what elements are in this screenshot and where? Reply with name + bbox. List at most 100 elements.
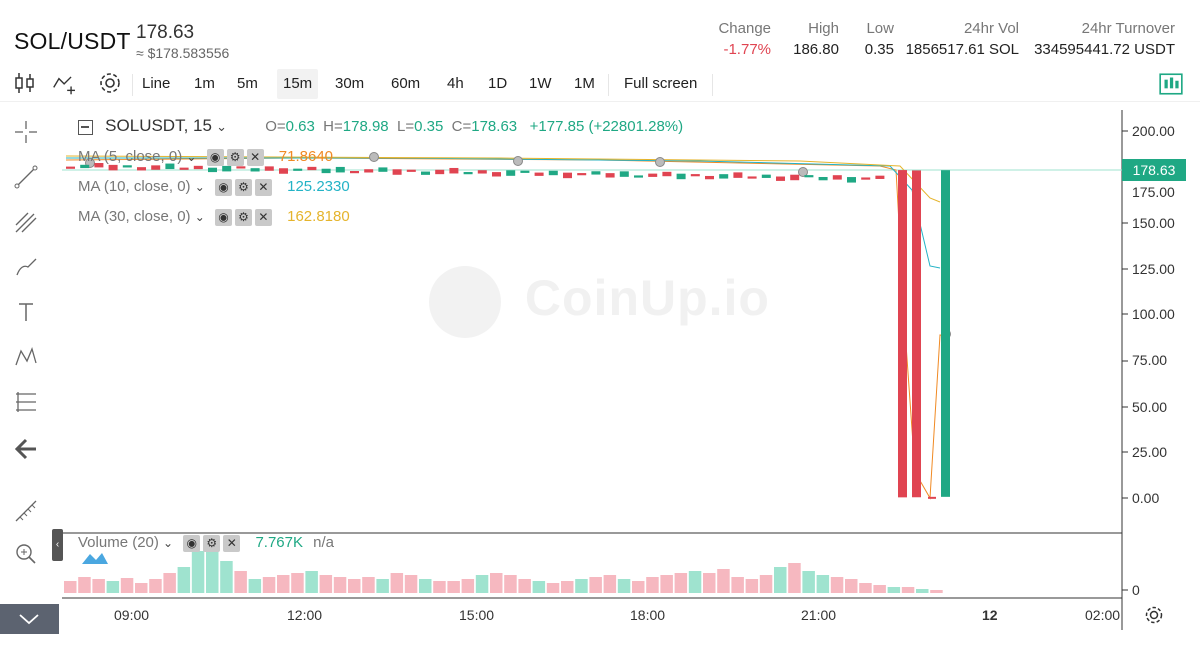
price-chart[interactable] — [0, 102, 1200, 632]
gear-icon[interactable]: ⚙ — [234, 178, 252, 196]
volume-bar — [603, 575, 617, 593]
eye-icon[interactable]: ◉ — [214, 178, 232, 196]
interval-1m-month[interactable]: 1M — [574, 75, 595, 92]
chevron-down-icon[interactable]: ⌄ — [216, 119, 228, 134]
gear-icon[interactable]: ⚙ — [226, 148, 244, 166]
pattern-tool-icon[interactable] — [12, 343, 40, 371]
cloud-logo-icon — [429, 266, 501, 338]
candle — [137, 167, 146, 171]
chevron-down-icon[interactable]: ⌄ — [186, 150, 197, 164]
candles-display-icon[interactable] — [1158, 71, 1184, 97]
stat-change-value: -1.77% — [723, 41, 771, 58]
eye-icon[interactable]: ◉ — [214, 208, 232, 226]
collapse-legend-icon[interactable] — [78, 119, 93, 135]
candle — [534, 172, 544, 176]
brush-icon[interactable] — [12, 253, 40, 281]
candlestick-type-icon[interactable] — [12, 70, 38, 96]
interval-1d[interactable]: 1D — [488, 75, 508, 92]
volume-label[interactable]: Volume (20) — [78, 534, 159, 551]
interval-5m[interactable]: 5m — [237, 75, 258, 92]
volume-bar — [206, 543, 219, 593]
candle — [80, 164, 90, 169]
x-tick-label: 09:00 — [114, 607, 150, 623]
crosshair-icon[interactable] — [12, 118, 40, 146]
close-icon[interactable]: ✕ — [254, 208, 272, 226]
close-icon[interactable]: ✕ — [223, 534, 241, 552]
chevron-down-icon[interactable]: ⌄ — [194, 210, 205, 224]
last-price-tag: 178.63 — [1122, 159, 1186, 181]
stat-24h-turnover-value: 334595441.72 USDT — [1034, 41, 1175, 58]
fullscreen-button[interactable]: Full screen — [624, 75, 698, 92]
candle — [506, 170, 516, 176]
collapse-volume-pane-icon[interactable]: ‹ — [52, 529, 63, 561]
y-tick-label: 175.00 — [1132, 184, 1175, 200]
stat-low-label: Low — [866, 20, 894, 37]
candle — [151, 165, 161, 170]
text-tool-icon[interactable] — [12, 298, 40, 326]
candle — [350, 171, 359, 174]
interval-30m[interactable]: 30m — [335, 75, 365, 92]
candle — [179, 167, 189, 170]
candle — [563, 172, 572, 179]
indicators-icon[interactable] — [52, 70, 78, 96]
trend-line-icon[interactable] — [12, 163, 40, 191]
candle — [861, 177, 871, 180]
y-tick-label: 50.00 — [1132, 399, 1168, 415]
interval-15m[interactable]: 15m — [277, 69, 319, 99]
chevron-down-icon[interactable]: ⌄ — [163, 536, 174, 550]
spike-candle — [898, 170, 907, 498]
candle — [463, 172, 473, 175]
zoom-in-icon[interactable] — [12, 540, 40, 568]
candle — [208, 167, 217, 173]
eye-icon[interactable]: ◉ — [183, 534, 201, 552]
close-value: 178.63 — [471, 118, 518, 135]
stat-24h-vol-value: 1856517.61 SOL — [905, 41, 1019, 58]
candle — [492, 172, 501, 177]
gear-icon[interactable]: ⚙ — [203, 534, 221, 552]
back-arrow-icon[interactable] — [12, 435, 40, 463]
gear-icon[interactable]: ⚙ — [234, 208, 252, 226]
x-tick-label-day: 12 — [982, 607, 998, 623]
interval-60m[interactable]: 60m — [391, 75, 421, 92]
chevron-down-icon[interactable]: ⌄ — [194, 180, 205, 194]
ma5-controls: ◉ ⚙ ✕ — [206, 148, 267, 166]
ma5-label[interactable]: MA (5, close, 0) — [78, 148, 183, 165]
ruler-icon[interactable] — [12, 497, 40, 525]
ma30-label[interactable]: MA (30, close, 0) — [78, 208, 191, 225]
chart-toolbar: Line 1m 5m 15m 30m 60m 4h 1D 1W 1M Full … — [0, 66, 1200, 102]
close-icon[interactable]: ✕ — [254, 178, 272, 196]
candle — [690, 174, 700, 177]
stat-24h-vol-label: 24hr Vol — [963, 20, 1019, 37]
interval-1m[interactable]: 1m — [194, 75, 215, 92]
candle — [648, 173, 658, 177]
volume-bar — [901, 587, 915, 593]
ma10-label[interactable]: MA (10, close, 0) — [78, 178, 191, 195]
spike-candle — [912, 170, 921, 498]
time-settings-gear-icon[interactable] — [1143, 604, 1165, 626]
volume-bar — [404, 575, 418, 593]
stat-low: Low 0.35 — [850, 20, 894, 58]
interval-4h[interactable]: 4h — [447, 75, 464, 92]
stat-high-value: 186.80 — [793, 41, 839, 58]
volume-bar — [845, 579, 858, 593]
candle — [605, 173, 615, 178]
volume-bar — [759, 575, 773, 593]
open-value: 0.63 — [285, 118, 315, 135]
pitchfork-icon[interactable] — [12, 208, 40, 236]
legend-symbol[interactable]: SOLUSDT, 15 — [105, 116, 212, 135]
volume-bar — [532, 581, 546, 593]
pair-name[interactable]: SOL/USDT — [14, 28, 131, 54]
volume-bar — [589, 577, 602, 593]
volume-bars-group — [64, 543, 943, 593]
ma-marker — [655, 157, 665, 167]
collapse-tools-button[interactable] — [0, 604, 59, 634]
volume-bar — [433, 581, 446, 593]
settings-gear-icon[interactable] — [97, 70, 123, 96]
interval-1w[interactable]: 1W — [529, 75, 552, 92]
eye-icon[interactable]: ◉ — [206, 148, 224, 166]
interval-line[interactable]: Line — [142, 75, 171, 92]
volume-bar — [277, 575, 290, 593]
fib-tool-icon[interactable] — [12, 388, 40, 416]
x-tick-label: 12:00 — [287, 607, 323, 623]
close-icon[interactable]: ✕ — [246, 148, 264, 166]
